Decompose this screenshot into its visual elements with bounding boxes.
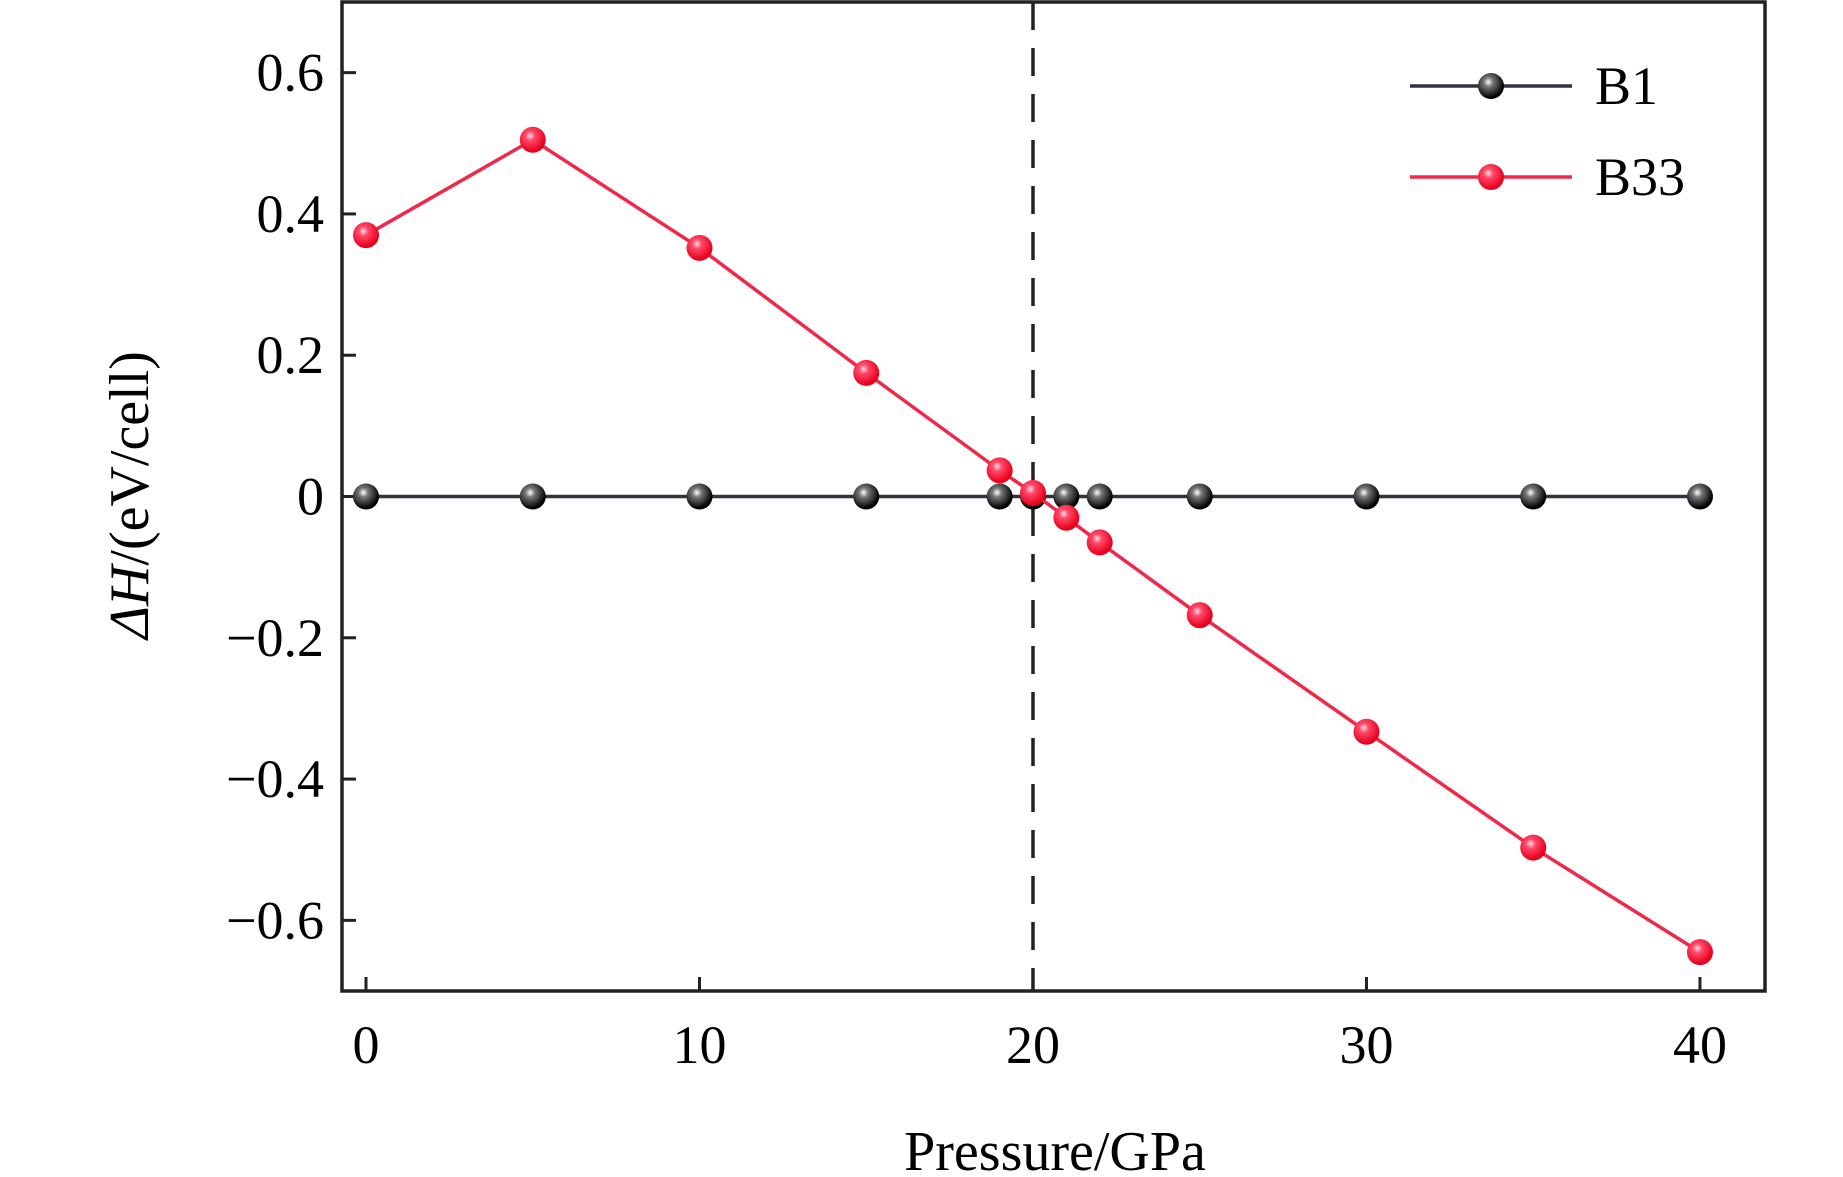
x-tick-label: 10 [673, 1015, 727, 1075]
y-axis-label-units: /(eV/cell) [99, 351, 161, 566]
data-point-B33 [1019, 479, 1046, 506]
x-tick-label: 20 [1006, 1015, 1060, 1075]
y-axis-label: ΔH/(eV/cell) [99, 351, 161, 641]
y-tick-label: 0.2 [257, 325, 325, 385]
x-tick-label: 0 [353, 1015, 380, 1075]
x-tick-label: 30 [1339, 1015, 1393, 1075]
data-point-B33 [986, 457, 1013, 484]
data-point-B1 [1053, 483, 1080, 510]
data-point-B33 [1053, 504, 1080, 531]
y-tick-label: −0.6 [226, 890, 324, 950]
data-point-B33 [1086, 529, 1113, 556]
data-point-B33 [853, 359, 880, 386]
legend-marker-B33 [1478, 164, 1504, 190]
y-tick-label: 0.4 [257, 184, 325, 244]
legend-label-B1: B1 [1595, 56, 1658, 116]
data-point-B33 [1686, 939, 1713, 966]
data-point-B33 [1520, 834, 1547, 861]
series-line-B33 [365, 137, 1701, 954]
data-point-B33 [1186, 602, 1213, 629]
data-point-B33 [519, 126, 546, 153]
data-point-B1 [1186, 483, 1213, 510]
data-point-B1 [986, 483, 1013, 510]
y-axis-label-symbol: ΔH [99, 563, 161, 641]
data-point-B1 [686, 483, 713, 510]
data-point-B33 [686, 234, 713, 261]
y-tick-label: −0.2 [226, 608, 324, 668]
data-point-B1 [1353, 483, 1380, 510]
data-point-B1 [1520, 483, 1547, 510]
data-point-B1 [1686, 483, 1713, 510]
y-tick-label: 0 [297, 467, 324, 527]
data-point-B1 [853, 483, 880, 510]
x-axis-label: Pressure/GPa [904, 1121, 1206, 1177]
data-point-B1 [353, 483, 380, 510]
data-point-B33 [353, 222, 380, 249]
data-point-B33 [1353, 718, 1380, 745]
y-tick-label: 0.6 [257, 43, 325, 103]
plot-area: 0 10 20 30 40 0.6 0.4 0.2 0 −0.2 −0.4 −0.6 B1 B33 [226, 0, 1767, 1075]
data-point-B1 [519, 483, 546, 510]
data-point-B1 [1086, 483, 1113, 510]
legend-marker-B1 [1478, 73, 1504, 99]
legend-label-B33: B33 [1595, 147, 1685, 207]
x-tick-label: 40 [1673, 1015, 1727, 1075]
y-tick-label: −0.4 [226, 749, 324, 809]
